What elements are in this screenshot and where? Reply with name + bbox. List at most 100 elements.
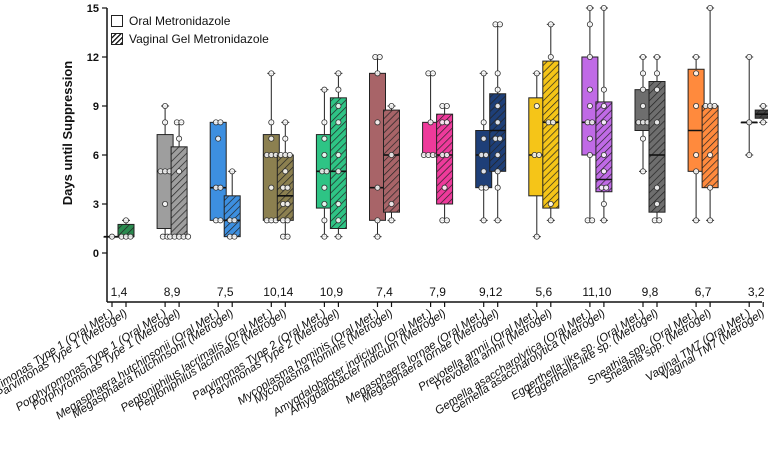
- data-point: [707, 217, 714, 224]
- data-point: [176, 168, 183, 175]
- data-point: [443, 151, 450, 158]
- data-point: [335, 103, 342, 110]
- data-point: [335, 168, 342, 175]
- y-axis-label: Days until Suppression: [60, 61, 75, 206]
- box-gel: [701, 5, 719, 224]
- data-point: [284, 233, 291, 240]
- data-point: [162, 119, 169, 126]
- data-point: [335, 233, 342, 240]
- data-point: [600, 200, 607, 207]
- sample-size-label: 1,4: [111, 285, 128, 299]
- data-point: [656, 217, 663, 224]
- data-point: [217, 217, 224, 224]
- data-point: [693, 151, 700, 158]
- data-point: [693, 54, 700, 61]
- data-point: [547, 21, 554, 28]
- data-point: [162, 200, 169, 207]
- data-point: [321, 135, 328, 142]
- data-point: [427, 119, 434, 126]
- sample-size-label: 7,5: [217, 285, 234, 299]
- data-point: [443, 103, 450, 110]
- box-oral: [103, 233, 121, 240]
- box-oral: [420, 70, 441, 158]
- data-point: [600, 103, 607, 110]
- data-point: [603, 184, 610, 191]
- data-point: [654, 200, 661, 207]
- box-gel: [754, 103, 768, 126]
- sample-size-label: 9,12: [479, 285, 503, 299]
- data-point: [443, 119, 450, 126]
- data-point: [268, 184, 275, 191]
- data-point: [109, 233, 116, 240]
- data-point: [746, 151, 753, 158]
- data-point: [284, 217, 291, 224]
- data-point: [388, 217, 395, 224]
- data-point: [640, 103, 647, 110]
- box-iqr: [329, 97, 347, 230]
- data-point: [640, 86, 647, 93]
- data-point: [321, 86, 328, 93]
- data-point: [268, 119, 275, 126]
- box-oral: [209, 119, 227, 224]
- y-tick-label: 9: [93, 101, 99, 113]
- box-iqr: [223, 195, 241, 238]
- box-oral: [528, 70, 546, 240]
- data-point: [229, 168, 236, 175]
- data-point: [654, 184, 661, 191]
- data-point: [586, 103, 593, 110]
- data-point: [707, 184, 714, 191]
- data-point: [282, 135, 289, 142]
- data-point: [547, 217, 554, 224]
- box-gel: [489, 21, 507, 224]
- data-point: [217, 184, 224, 191]
- box-iqr: [170, 146, 188, 238]
- y-tick-label: 0: [93, 248, 99, 260]
- data-point: [693, 70, 700, 77]
- data-point: [547, 200, 554, 207]
- hatched-box-swatch-icon: [111, 33, 123, 45]
- data-point: [600, 5, 607, 11]
- data-point: [268, 70, 275, 77]
- data-point: [231, 217, 238, 224]
- y-tick-label: 3: [93, 199, 99, 211]
- box-iqr: [436, 113, 454, 205]
- data-point: [127, 233, 134, 240]
- data-point: [374, 70, 381, 77]
- data-point: [374, 217, 381, 224]
- data-point: [480, 217, 487, 224]
- data-point: [480, 119, 487, 126]
- data-point: [586, 21, 593, 28]
- data-point: [374, 233, 381, 240]
- data-point: [494, 119, 501, 126]
- data-point: [282, 119, 289, 126]
- data-point: [640, 54, 647, 61]
- data-point: [335, 86, 342, 93]
- data-point: [640, 135, 647, 142]
- box-gel: [595, 5, 613, 224]
- data-point: [185, 233, 192, 240]
- data-point: [693, 217, 700, 224]
- data-point: [586, 5, 593, 11]
- sample-size-label: 5,6: [535, 285, 552, 299]
- legend-item-gel: Vaginal Gel Metronidazole: [111, 30, 269, 48]
- sample-size-label: 10,9: [320, 285, 344, 299]
- data-point: [231, 233, 238, 240]
- box-gel: [329, 70, 347, 240]
- box-oral: [740, 54, 758, 158]
- sample-size-label: 9,8: [642, 285, 659, 299]
- data-point: [494, 70, 501, 77]
- sample-size-label: 3,2: [748, 285, 765, 299]
- data-point: [284, 200, 291, 207]
- data-point: [494, 151, 501, 158]
- data-point: [335, 217, 342, 224]
- data-point: [482, 184, 489, 191]
- data-point: [600, 86, 607, 93]
- data-point: [494, 217, 501, 224]
- data-point: [335, 151, 342, 158]
- box-iqr: [383, 109, 400, 213]
- data-point: [760, 103, 767, 110]
- data-point: [494, 184, 501, 191]
- data-point: [654, 70, 661, 77]
- data-point: [282, 168, 289, 175]
- solid-box-swatch-icon: [111, 15, 123, 27]
